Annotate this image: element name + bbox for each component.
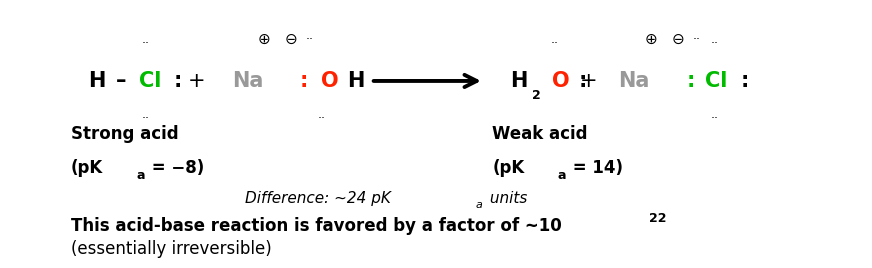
Text: Difference: ~24 pK: Difference: ~24 pK: [245, 191, 391, 206]
Text: This acid-base reaction is favored by a factor of ~10: This acid-base reaction is favored by a …: [71, 217, 562, 234]
Text: ··: ··: [711, 37, 719, 50]
Text: H: H: [88, 71, 106, 91]
Text: ··: ··: [306, 33, 314, 46]
Text: O: O: [321, 71, 339, 91]
Text: a: a: [476, 200, 483, 210]
Text: Cl: Cl: [139, 71, 161, 91]
Text: H: H: [510, 71, 528, 91]
Text: :: :: [174, 71, 182, 91]
Text: ⊖: ⊖: [284, 32, 297, 47]
Text: (essentially irreversible): (essentially irreversible): [71, 240, 272, 258]
Text: ··: ··: [692, 33, 701, 46]
Text: ··: ··: [141, 111, 150, 125]
Text: ··: ··: [141, 37, 150, 50]
Text: (pK: (pK: [71, 159, 103, 177]
Text: (pK: (pK: [493, 159, 525, 177]
Text: 22: 22: [649, 212, 666, 225]
Text: :: :: [578, 71, 587, 91]
Text: H: H: [347, 71, 364, 91]
Text: ⊕: ⊕: [257, 32, 270, 47]
Text: 2: 2: [532, 89, 541, 102]
Text: Strong acid: Strong acid: [71, 125, 179, 143]
Text: Weak acid: Weak acid: [493, 125, 588, 143]
Text: +: +: [188, 71, 206, 91]
Text: a: a: [558, 169, 566, 182]
Text: = −8): = −8): [146, 159, 204, 177]
Text: a: a: [136, 169, 145, 182]
Text: ⊕: ⊕: [644, 32, 657, 47]
Text: –: –: [116, 71, 126, 91]
Text: Cl: Cl: [705, 71, 728, 91]
Text: :: :: [740, 71, 748, 91]
Text: ⊖: ⊖: [671, 32, 684, 47]
Text: ··: ··: [711, 111, 719, 125]
Text: ··: ··: [317, 111, 325, 125]
Text: ··: ··: [550, 37, 558, 50]
Text: Na: Na: [232, 71, 263, 91]
Text: :: :: [686, 71, 695, 91]
Text: O: O: [552, 71, 569, 91]
Text: +: +: [579, 71, 597, 91]
Text: Na: Na: [618, 71, 650, 91]
Text: = 14): = 14): [568, 159, 623, 177]
Text: :: :: [300, 71, 308, 91]
Text: units: units: [485, 191, 527, 206]
